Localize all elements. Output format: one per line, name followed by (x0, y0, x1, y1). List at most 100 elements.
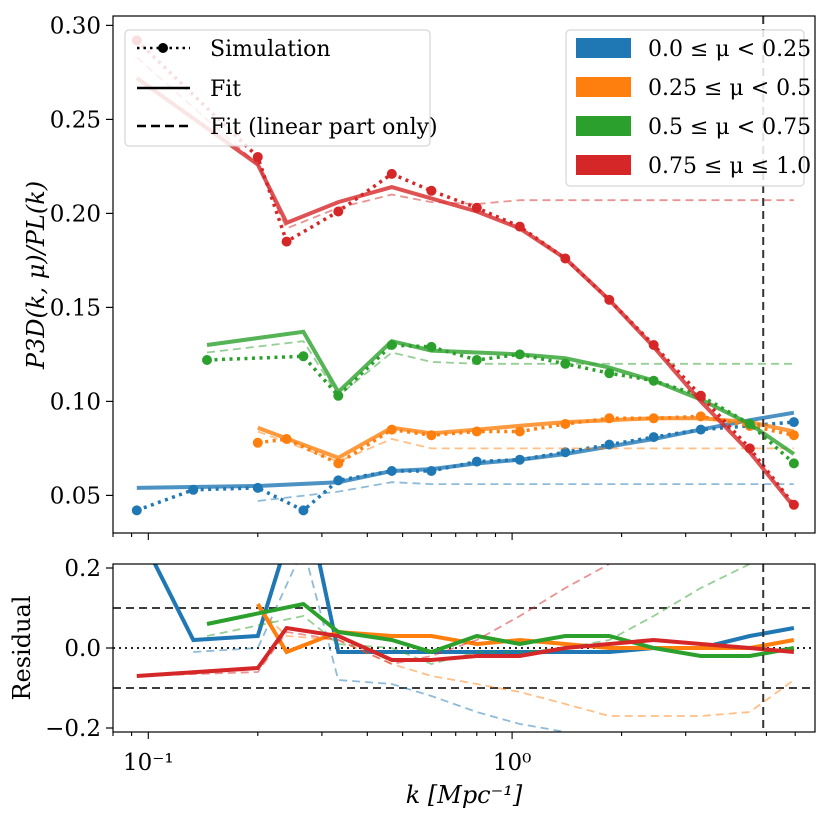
mu-legend-box (565, 29, 805, 187)
simulation-point-mu3 (252, 152, 263, 162)
top-y-tick-label: 0.15 (50, 295, 101, 321)
simulation-point-mu0 (788, 417, 799, 428)
linear-line-mu0 (257, 481, 794, 502)
simulation-point-mu0 (298, 505, 309, 516)
bottom-panel: −0.2 0.0 0.2 Residual (8, 556, 816, 742)
fit-line-mu2 (206, 329, 796, 456)
top-y-tick-label: 0.25 (50, 107, 101, 133)
mu-legend-label-3: 0.75 ≤ μ ≤ 1.0 (648, 154, 811, 179)
top-y-tick-label: 0.20 (50, 201, 101, 227)
simulation-point-mu2 (604, 368, 615, 379)
fit-line-mu0 (136, 410, 795, 490)
simulation-point-mu2 (514, 349, 525, 360)
x-axis-label: k [Mpc⁻¹] (406, 781, 523, 809)
x-tick-label: 10⁰ (493, 750, 532, 776)
simulation-point-mu3 (281, 236, 292, 247)
residual-linear-line-mu1 (257, 607, 795, 717)
top-series-layer (131, 16, 799, 533)
simulation-point-mu0 (648, 432, 659, 443)
simulation-point-mu2 (744, 419, 755, 429)
simulation-point-mu1 (695, 411, 706, 422)
simulation-point-mu0 (386, 466, 397, 476)
simulation-point-mu1 (386, 424, 397, 435)
linear-line-mu1 (257, 430, 794, 463)
simulation-point-mu3 (471, 202, 482, 213)
simulation-point-mu3 (514, 221, 525, 232)
simulation-point-mu0 (471, 456, 482, 467)
legend-label-fit: Fit (210, 77, 241, 102)
top-y-tick-label: 0.10 (50, 389, 101, 415)
residual-fit-line-mu2 (206, 601, 795, 658)
simulation-point-mu3 (604, 294, 615, 305)
top-y-ticks: 0.05 0.10 0.15 0.20 0.25 0.30 (50, 13, 113, 509)
simulation-point-mu2 (386, 340, 397, 350)
residual-fit-line-mu0 (152, 564, 795, 654)
simulation-point-mu1 (560, 419, 571, 429)
fit-line-mu1 (257, 416, 795, 460)
simulation-point-mu0 (604, 439, 615, 450)
style-legend-box (124, 29, 431, 147)
bottom-y-tick-label: 0.0 (64, 636, 101, 662)
linear-line-mu2 (206, 340, 794, 398)
simulation-point-mu0 (252, 482, 263, 493)
legend-label-linear: Fit (linear part only) (210, 115, 438, 140)
simulation-point-mu2 (202, 355, 212, 365)
top-y-tick-label: 0.30 (50, 13, 101, 39)
simulation-point-mu3 (788, 499, 799, 510)
simulation-point-mu1 (426, 430, 437, 441)
mu-legend-label-1: 0.25 ≤ μ < 0.5 (648, 76, 811, 101)
simulation-point-mu3 (744, 443, 755, 454)
legend-marker (158, 43, 168, 53)
top-axes-frame (112, 15, 816, 534)
simulation-point-mu2 (788, 458, 799, 469)
mu-legend-label-2: 0.5 ≤ μ < 0.75 (648, 115, 811, 140)
legend-label-simulation: Simulation (210, 37, 331, 62)
simulation-point-mu2 (560, 358, 571, 369)
simulation-point-mu0 (333, 475, 344, 486)
simulation-point-mu1 (281, 434, 292, 444)
simulation-point-mu2 (471, 355, 482, 365)
simulation-point-mu3 (648, 340, 659, 350)
simulation-point-mu3 (560, 253, 571, 264)
residual-fit-line-mu3 (136, 625, 795, 678)
simulation-point-mu1 (471, 426, 482, 437)
residual-linear-line-mu2 (206, 564, 751, 665)
simulation-point-mu2 (426, 341, 437, 352)
simulation-point-mu0 (188, 484, 199, 495)
residual-linear-line-mu0 (193, 564, 566, 732)
simulation-point-mu1 (788, 430, 799, 441)
simulation-point-mu1 (648, 413, 659, 424)
simulation-point-mu1 (604, 413, 615, 424)
top-y-axis-label: P3D(k, μ)/PL(k) (22, 181, 50, 370)
simulation-point-mu0 (514, 454, 525, 465)
bottom-series-layer (113, 564, 815, 732)
bottom-y-tick-label: 0.2 (64, 556, 101, 582)
simulation-point-mu1 (252, 437, 263, 448)
simulation-point-mu0 (426, 466, 437, 476)
simulation-point-mu0 (560, 447, 571, 458)
style-legend: Simulation Fit Fit (linear part only) (124, 29, 438, 147)
fit-line-mu3 (135, 76, 796, 508)
simulation-point-mu3 (695, 390, 706, 401)
bottom-y-ticks: −0.2 0.0 0.2 (45, 556, 113, 742)
simulation-point-mu0 (131, 505, 142, 516)
mu-legend-swatch-0 (576, 38, 631, 58)
simulation-point-mu2 (333, 390, 344, 401)
simulation-point-mu0 (695, 424, 706, 435)
simulation-point-mu3 (426, 185, 437, 196)
simulation-line-mu3 (135, 39, 796, 506)
x-tick-label: 10⁻¹ (123, 750, 174, 776)
top-y-tick-label: 0.05 (50, 483, 101, 509)
bottom-y-tick-label: −0.2 (45, 716, 101, 742)
x-ticks: 10⁻¹ 10⁰ (112, 533, 796, 776)
mu-legend-swatch-1 (576, 77, 631, 97)
bottom-y-axis-label: Residual (8, 595, 36, 700)
residual-linear-line-mu3 (136, 564, 610, 677)
mu-legend-label-0: 0.0 ≤ μ < 0.25 (648, 37, 811, 62)
mu-legend: 0.0 ≤ μ < 0.25 0.25 ≤ μ < 0.5 0.5 ≤ μ < … (565, 29, 811, 187)
linear-line-mu3 (136, 56, 794, 230)
simulation-point-mu1 (514, 426, 525, 437)
mu-legend-swatch-2 (576, 116, 631, 136)
top-panel: 0.05 0.10 0.15 0.20 0.25 0.30 P3D(k, μ)/PL(k)… (22, 13, 816, 534)
